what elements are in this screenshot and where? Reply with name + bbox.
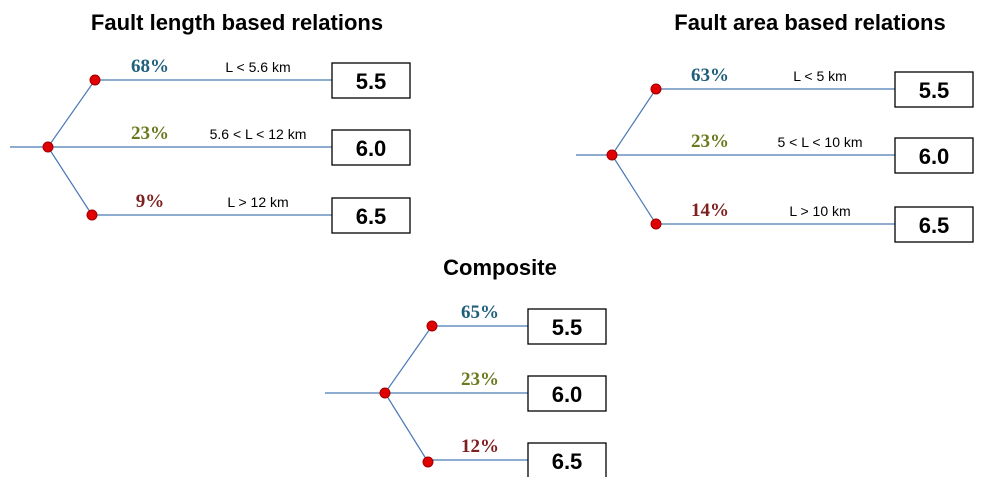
tree-title: Fault length based relations [91, 10, 383, 35]
node [426, 320, 438, 332]
branch-line [47, 79, 96, 148]
node [606, 149, 618, 161]
magnitude-box [894, 71, 974, 108]
node [86, 209, 98, 221]
magnitude-box [527, 442, 607, 477]
tree: Fault length based relations 68% L < 5.6 k… [10, 10, 411, 234]
branch-weight: 23% [461, 369, 499, 390]
branch-condition: 5 < L < 10 km [777, 134, 862, 150]
node [379, 387, 391, 399]
tree-title: Fault area based relations [674, 10, 945, 35]
magnitude: 6.0 [356, 136, 387, 161]
magnitude-box [331, 129, 411, 166]
magnitude-box [527, 308, 607, 345]
magnitude: 6.5 [919, 213, 950, 238]
branch-line [47, 146, 93, 216]
branch-line [611, 88, 657, 156]
magnitude-box [894, 206, 974, 243]
branch-weight: 9% [136, 191, 165, 212]
branch-weight: 65% [461, 302, 499, 323]
tree: Fault area based relations 63% L < 5 km 5.5… [576, 10, 974, 243]
magnitude: 6.0 [919, 144, 950, 169]
branch-condition: 5.6 < L < 12 km [210, 126, 307, 142]
node [89, 74, 101, 86]
branch-weight: 63% [691, 65, 729, 86]
branch-condition: L > 12 km [227, 194, 288, 210]
magnitude: 6.5 [356, 204, 387, 229]
branch-line [384, 325, 433, 394]
branch-line [384, 392, 429, 463]
branch-line [611, 154, 657, 225]
branch-weight: 68% [131, 56, 169, 77]
magnitude: 5.5 [552, 315, 583, 340]
magnitude-box [894, 137, 974, 174]
tree-title: Composite [443, 255, 557, 280]
branch-condition: L < 5.6 km [225, 59, 290, 75]
node [42, 141, 54, 153]
magnitude: 5.5 [356, 69, 387, 94]
magnitude: 5.5 [919, 78, 950, 103]
node [650, 218, 662, 230]
branch-condition: L > 10 km [789, 203, 850, 219]
branch-weight: 12% [461, 436, 499, 457]
magnitude: 6.5 [552, 449, 583, 474]
branch-weight: 23% [131, 123, 169, 144]
branch-condition: L < 5 km [793, 68, 847, 84]
branch-weight: 23% [691, 131, 729, 152]
magnitude-box [527, 375, 607, 412]
node [422, 456, 434, 468]
magnitude-box [331, 197, 411, 234]
branch-weight: 14% [691, 200, 729, 221]
magnitude-box [331, 62, 411, 99]
tree: Composite 65% 5.5 23% 6.0 12% 6.5 [325, 255, 607, 477]
node [650, 83, 662, 95]
magnitude: 6.0 [552, 382, 583, 407]
